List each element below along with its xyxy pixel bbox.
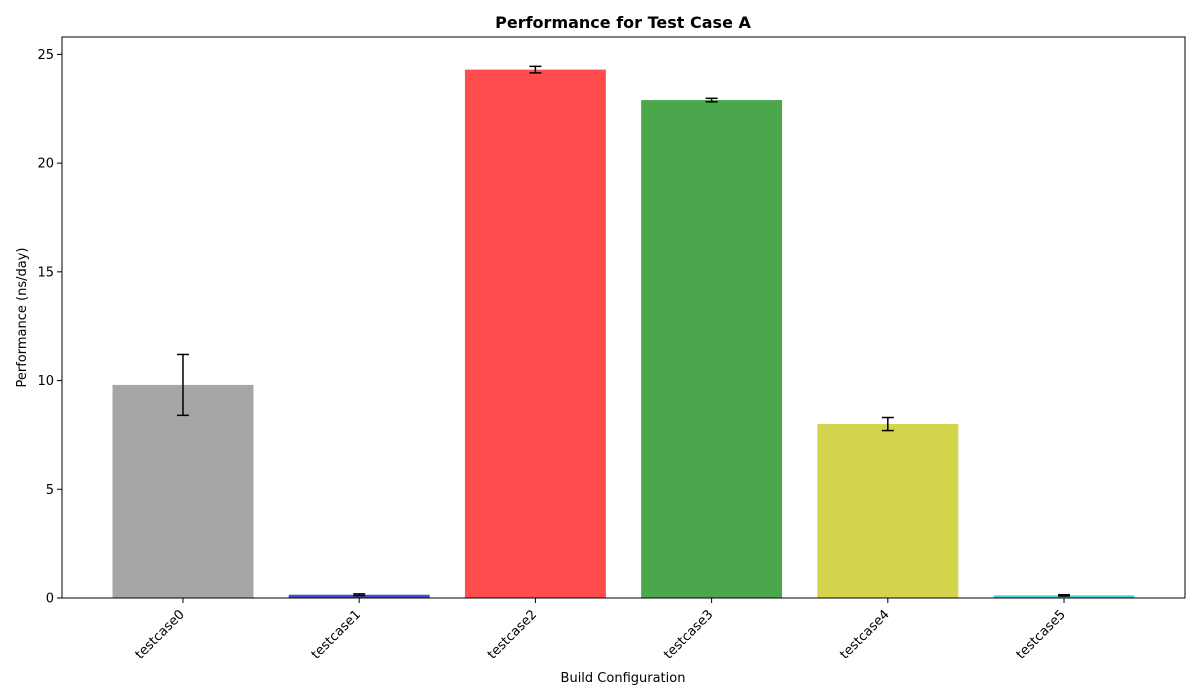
y-tick-label: 20 (37, 157, 54, 172)
bar (464, 69, 606, 599)
x-tick-label: testcase2 (485, 607, 540, 662)
x-tick-label: testcase5 (1014, 607, 1069, 662)
y-tick-label: 15 (37, 265, 54, 280)
x-tick-label: testcase3 (661, 607, 716, 662)
bar (817, 424, 959, 598)
bar (288, 594, 430, 598)
x-tick-label: testcase1 (309, 607, 364, 662)
y-tick-label: 0 (46, 592, 54, 607)
axes-frame (61, 36, 1186, 599)
y-tick-label: 10 (37, 374, 54, 389)
x-tick-label: testcase4 (837, 607, 892, 662)
y-axis-label: Performance (ns/day) (15, 248, 30, 388)
plot-area: 0 5 10 15 20 25 testcase0 testcase1 testcase2 tes… (37, 48, 1135, 662)
bar (112, 384, 254, 598)
x-axis-label: Build Configuration (561, 671, 686, 686)
y-tick-label: 25 (37, 48, 54, 63)
x-tick-label: testcase0 (133, 607, 188, 662)
y-tick-label: 5 (46, 483, 54, 498)
chart-title: Performance for Test Case A (495, 13, 751, 32)
bar (641, 100, 783, 598)
